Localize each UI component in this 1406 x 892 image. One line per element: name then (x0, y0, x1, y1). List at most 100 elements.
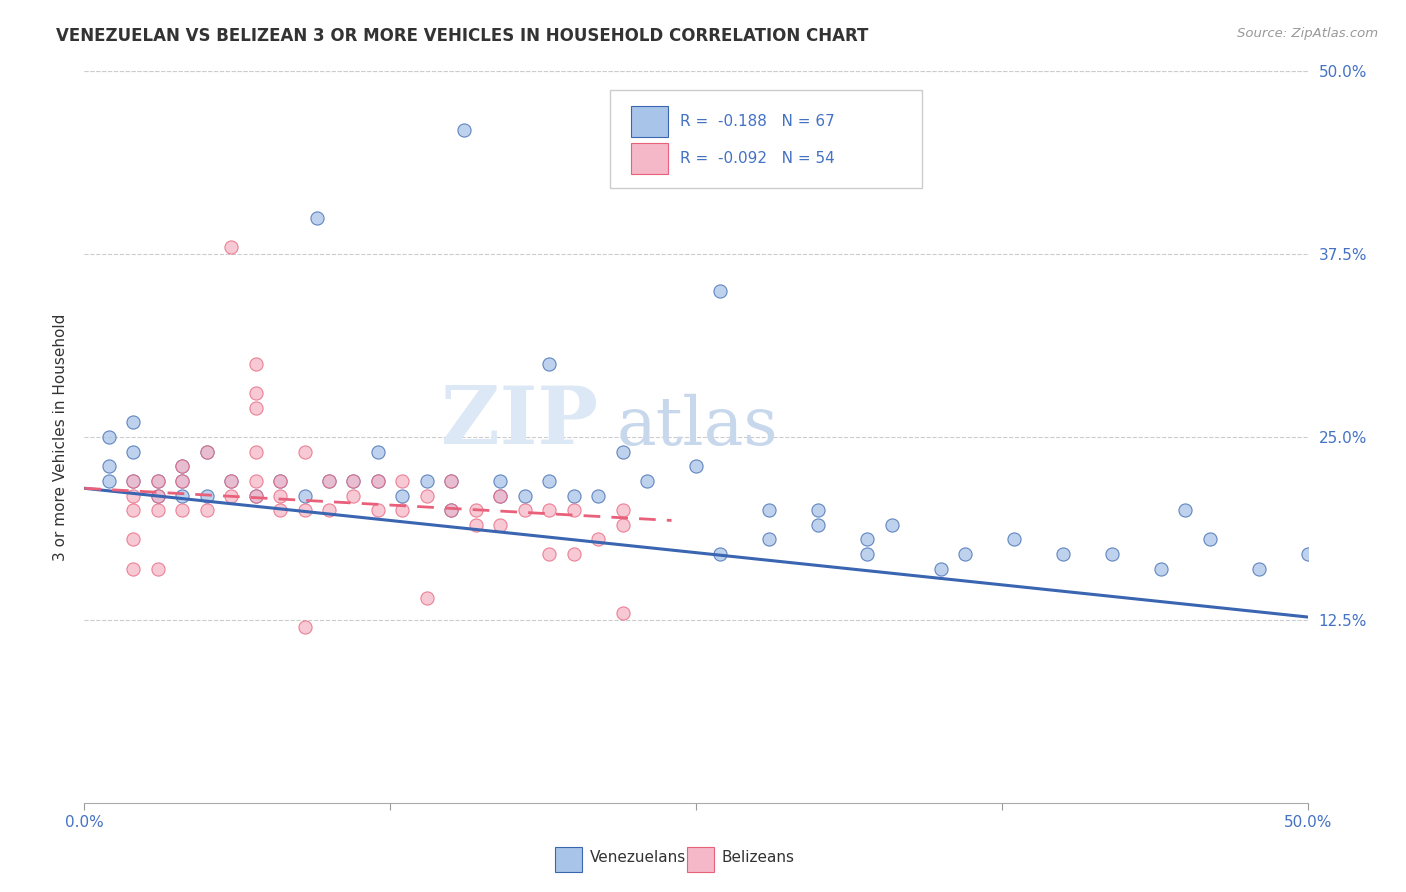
Point (146, 474, 169, 488)
Point (294, 489, 316, 503)
Point (538, 547, 561, 561)
Bar (688, 847, 714, 872)
Point (269, 489, 291, 503)
Point (146, 489, 169, 503)
Point (1247, 562, 1270, 576)
Point (1198, 533, 1220, 547)
Point (219, 474, 242, 488)
Point (146, 562, 169, 576)
Point (318, 474, 340, 488)
Point (342, 474, 364, 488)
Y-axis label: 3 or more Vehicles in Household: 3 or more Vehicles in Household (53, 313, 69, 561)
Point (709, 547, 731, 561)
Point (1052, 547, 1074, 561)
Point (440, 503, 463, 517)
Point (367, 474, 389, 488)
Point (586, 533, 609, 547)
Text: atlas: atlas (616, 393, 778, 458)
Point (219, 240, 242, 254)
Text: R =  -0.092   N = 54: R = -0.092 N = 54 (681, 151, 835, 166)
Point (294, 444, 316, 458)
Point (562, 489, 585, 503)
Point (269, 503, 291, 517)
Point (391, 489, 413, 503)
Point (1002, 533, 1025, 547)
Point (709, 284, 731, 298)
Point (538, 357, 561, 371)
Point (929, 562, 952, 576)
Point (146, 503, 169, 517)
Point (245, 489, 267, 503)
Point (245, 474, 267, 488)
Point (195, 444, 218, 458)
Point (342, 474, 364, 488)
Point (195, 503, 218, 517)
Point (122, 489, 145, 503)
Point (612, 444, 634, 458)
Point (195, 489, 218, 503)
Point (880, 517, 903, 532)
Point (856, 547, 879, 561)
Point (245, 444, 267, 458)
Point (464, 517, 486, 532)
Point (219, 489, 242, 503)
Point (612, 606, 634, 620)
Point (440, 474, 463, 488)
Point (1101, 547, 1123, 561)
Point (367, 444, 389, 458)
Point (122, 444, 145, 458)
Point (612, 503, 634, 517)
Point (245, 357, 267, 371)
Point (513, 489, 536, 503)
Point (391, 503, 413, 517)
Text: Belizeans: Belizeans (721, 850, 794, 865)
Point (538, 503, 561, 517)
Point (294, 620, 316, 634)
Bar (555, 847, 582, 872)
Point (219, 474, 242, 488)
Point (416, 474, 439, 488)
Point (758, 503, 780, 517)
Point (489, 474, 512, 488)
Point (1174, 503, 1197, 517)
Point (453, 123, 475, 137)
Text: R =  -0.188   N = 67: R = -0.188 N = 67 (681, 114, 835, 129)
Point (245, 401, 267, 415)
Point (172, 459, 194, 474)
Point (807, 517, 830, 532)
Point (122, 562, 145, 576)
Point (122, 503, 145, 517)
Point (391, 474, 413, 488)
Point (685, 459, 707, 474)
Point (562, 503, 585, 517)
Point (318, 503, 340, 517)
Point (489, 517, 512, 532)
Point (318, 474, 340, 488)
Point (172, 474, 194, 488)
Point (146, 489, 169, 503)
Point (172, 459, 194, 474)
Point (269, 474, 291, 488)
Point (416, 591, 439, 605)
Point (97, 459, 120, 474)
Point (1296, 547, 1319, 561)
Point (122, 533, 145, 547)
Point (97, 430, 120, 444)
Bar (631, 143, 668, 174)
Point (612, 517, 634, 532)
Point (953, 547, 976, 561)
Text: Source: ZipAtlas.com: Source: ZipAtlas.com (1237, 27, 1378, 40)
Point (538, 474, 561, 488)
Point (1150, 562, 1173, 576)
Point (122, 474, 145, 488)
Point (636, 474, 658, 488)
Point (489, 489, 512, 503)
FancyBboxPatch shape (610, 90, 922, 188)
Text: ZIP: ZIP (441, 384, 598, 461)
Point (172, 474, 194, 488)
Bar (631, 106, 668, 137)
Text: Venezuelans: Venezuelans (589, 850, 686, 865)
Point (172, 489, 194, 503)
Point (342, 489, 364, 503)
Point (245, 489, 267, 503)
